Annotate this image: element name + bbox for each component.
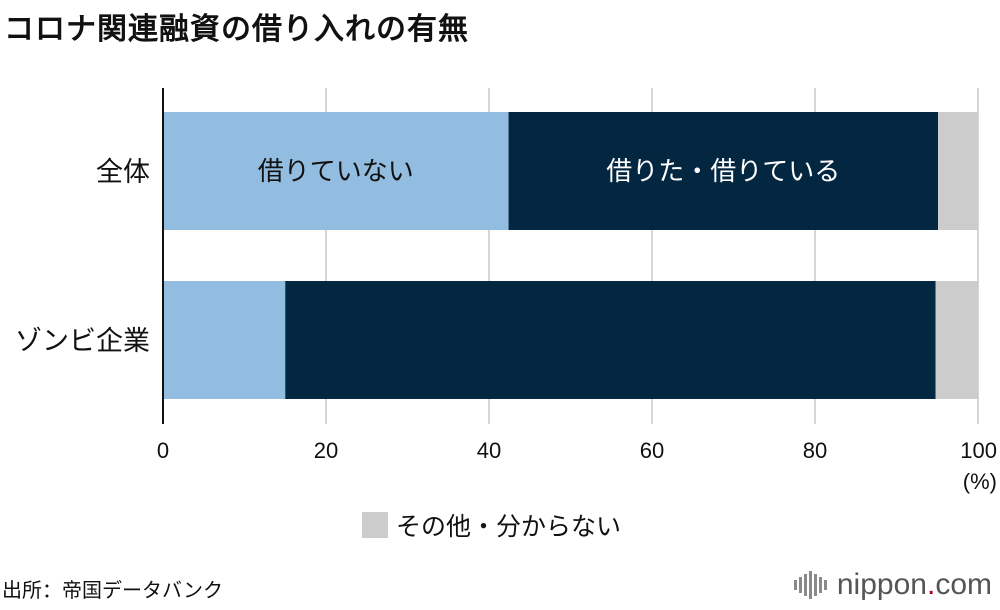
bar-data-label: 借りた・借りている xyxy=(606,157,840,187)
bar-segment xyxy=(938,112,978,230)
logo-name: nippon xyxy=(836,568,927,601)
x-tick-label: 60 xyxy=(640,438,664,463)
chart-title: コロナ関連融資の借り入れの有無 xyxy=(4,12,469,47)
logo-bars-icon xyxy=(793,570,829,600)
x-tick-label: 80 xyxy=(803,438,827,463)
category-label: ゾンビ企業 xyxy=(15,326,150,357)
category-label: 全体 xyxy=(96,157,150,188)
bar-segment xyxy=(163,281,286,399)
x-tick-label: 0 xyxy=(157,438,169,463)
nippon-logo: nippon. com xyxy=(793,568,992,602)
logo-tld: com xyxy=(935,568,992,601)
bar-segment xyxy=(163,112,509,230)
bar-segment xyxy=(285,281,936,399)
legend-label: その他・分からない xyxy=(396,512,621,541)
logo-dot: . xyxy=(926,568,936,601)
x-tick-label: 100 xyxy=(960,438,997,463)
legend-swatch xyxy=(362,512,388,538)
x-axis-unit: (%) xyxy=(963,469,997,494)
source-note: 出所：帝国データバンク xyxy=(2,578,223,602)
bar-segment xyxy=(508,112,939,230)
x-tick-label: 20 xyxy=(314,438,338,463)
bar-segment xyxy=(935,281,978,399)
bar-data-label: 借りていない xyxy=(258,157,414,187)
x-tick-label: 40 xyxy=(477,438,501,463)
